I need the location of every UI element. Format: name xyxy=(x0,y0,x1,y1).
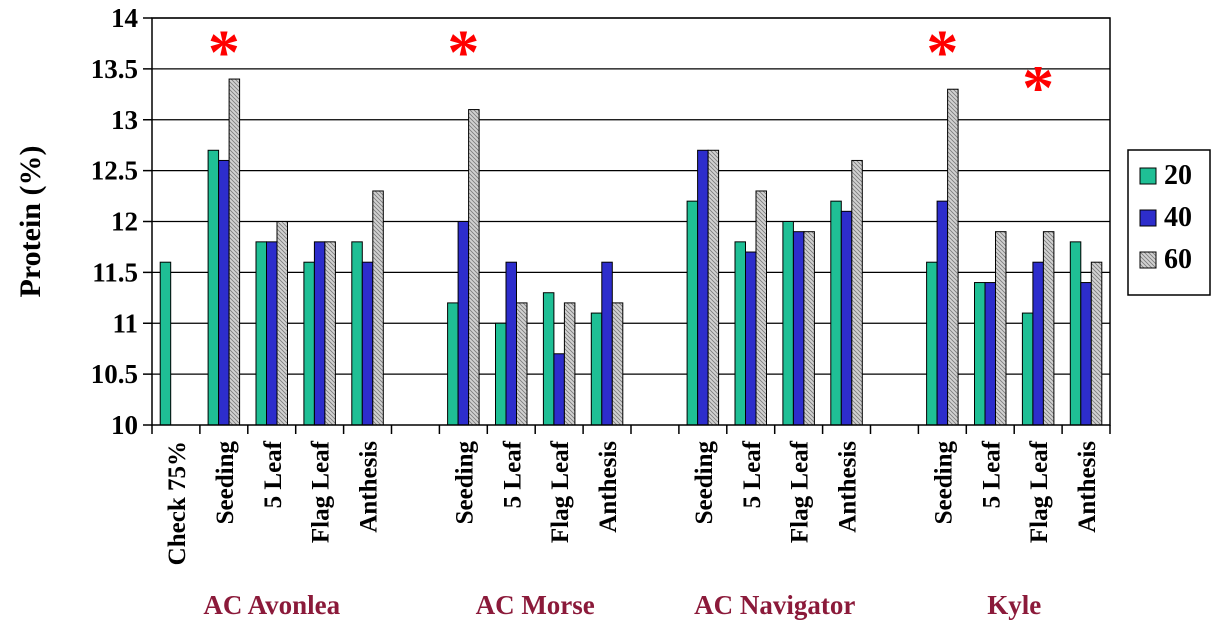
y-tick-label: 12 xyxy=(111,207,138,237)
y-tick-label: 13 xyxy=(111,105,138,135)
significance-asterisk: * xyxy=(926,16,958,87)
bar-series-20 xyxy=(1021,312,1034,426)
bar-series-20 xyxy=(926,261,938,426)
y-tick-label: 10 xyxy=(111,410,138,440)
y-tick-label: 11 xyxy=(112,308,138,338)
bar-series-20 xyxy=(974,282,986,426)
bars xyxy=(159,78,1103,426)
bar-series-40 xyxy=(840,210,853,426)
bar-series-60 xyxy=(276,221,288,426)
legend: 20 40 60 xyxy=(1127,149,1211,296)
bar-series-40 xyxy=(218,159,230,426)
x-tick-label: 5 Leaf xyxy=(499,440,526,508)
bar-series-60 xyxy=(516,302,528,426)
bar-series-20 xyxy=(447,302,459,426)
bar-series-40 xyxy=(505,261,517,426)
bar-series-40 xyxy=(1080,282,1092,426)
legend-label: 60 xyxy=(1164,244,1192,275)
x-tick-label: 5 Leaf xyxy=(260,440,287,508)
bar-series-20 xyxy=(255,241,267,426)
bar-series-60 xyxy=(372,190,384,426)
x-tick-label: Seeding xyxy=(212,441,239,525)
x-tick-label: Flag Leaf xyxy=(308,440,335,543)
bar-series-60 xyxy=(995,231,1007,426)
bar-series-40 xyxy=(792,231,805,426)
bar-series-20 xyxy=(686,200,699,426)
y-tick-label: 11.5 xyxy=(92,257,138,287)
y-tick-label: 10.5 xyxy=(91,359,138,389)
axis-labels: 10 10.5 11 11.5 12 12.5 13 13.5 14 Check 75% Seedi… xyxy=(14,3,1101,620)
bar-series-20 xyxy=(590,312,603,426)
bar-series-20 xyxy=(830,200,842,426)
legend-swatch-20 xyxy=(1139,167,1157,185)
bar-series-20 xyxy=(542,292,555,426)
x-tick-label: 5 Leaf xyxy=(978,440,1005,508)
bar-series-20 xyxy=(782,221,794,426)
x-tick-label: Anthesis xyxy=(1074,441,1101,533)
x-tick-label: Seeding xyxy=(930,441,957,525)
bar-series-60 xyxy=(851,159,863,426)
axes xyxy=(143,17,1111,434)
bar-series-20 xyxy=(207,149,220,426)
x-tick-label: Check 75% xyxy=(164,441,191,565)
bar-series-60 xyxy=(468,109,480,426)
grid-lines xyxy=(152,17,1110,375)
bar-series-60 xyxy=(611,302,624,426)
x-tick-label: Anthesis xyxy=(356,441,383,533)
bar-series-60 xyxy=(707,149,720,426)
x-tick-label: Flag Leaf xyxy=(547,440,574,543)
significance-markers: * * * * xyxy=(208,16,1054,123)
bar-series-60 xyxy=(803,231,815,426)
bar-series-20 xyxy=(159,261,172,426)
bar-series-60 xyxy=(755,190,767,426)
group-label: AC Morse xyxy=(476,590,595,620)
bar-series-60 xyxy=(563,302,576,426)
bar-series-40 xyxy=(745,251,757,426)
group-label: AC Avonlea xyxy=(203,590,340,620)
significance-asterisk: * xyxy=(208,16,240,87)
bar-series-40 xyxy=(697,149,709,426)
x-tick-label: Flag Leaf xyxy=(787,440,814,543)
bar-series-40 xyxy=(936,200,949,426)
bar-series-40 xyxy=(601,261,613,426)
bar-series-20 xyxy=(303,261,315,426)
x-tick-label: Anthesis xyxy=(835,441,862,533)
significance-asterisk: * xyxy=(447,16,479,87)
bar-series-60 xyxy=(1042,231,1055,426)
y-tick-label: 12.5 xyxy=(91,156,138,186)
bar-series-40 xyxy=(457,221,470,426)
legend-label: 20 xyxy=(1164,160,1192,191)
y-tick-label: 13.5 xyxy=(91,54,138,84)
bar-series-60 xyxy=(324,241,336,426)
bar-series-40 xyxy=(1032,261,1044,426)
x-tick-label: Seeding xyxy=(691,441,718,525)
x-tick-label: 5 Leaf xyxy=(739,440,766,508)
group-label: Kyle xyxy=(987,590,1041,620)
legend-label: 40 xyxy=(1164,202,1192,233)
bar-series-20 xyxy=(351,241,363,426)
y-tick-label: 14 xyxy=(111,3,138,33)
bar-series-40 xyxy=(361,261,374,426)
significance-asterisk: * xyxy=(1022,52,1054,123)
x-tick-label: Seeding xyxy=(451,441,478,525)
y-axis-title: Protein (%) xyxy=(14,146,47,298)
bar-series-60 xyxy=(947,88,959,426)
bar-series-20 xyxy=(734,241,746,426)
bar-series-40 xyxy=(553,353,565,426)
bar-series-20 xyxy=(1069,241,1082,426)
group-label: AC Navigator xyxy=(694,590,855,620)
bar-series-60 xyxy=(1090,261,1103,426)
bar-series-60 xyxy=(228,78,241,426)
bar-series-40 xyxy=(266,241,278,426)
bar-series-20 xyxy=(495,322,507,426)
bar-series-40 xyxy=(313,241,326,426)
legend-swatch-60 xyxy=(1139,251,1157,269)
x-tick-label: Flag Leaf xyxy=(1026,440,1053,543)
x-tick-label: Anthesis xyxy=(595,441,622,533)
bar-series-40 xyxy=(984,282,996,426)
legend-swatch-40 xyxy=(1139,209,1157,227)
